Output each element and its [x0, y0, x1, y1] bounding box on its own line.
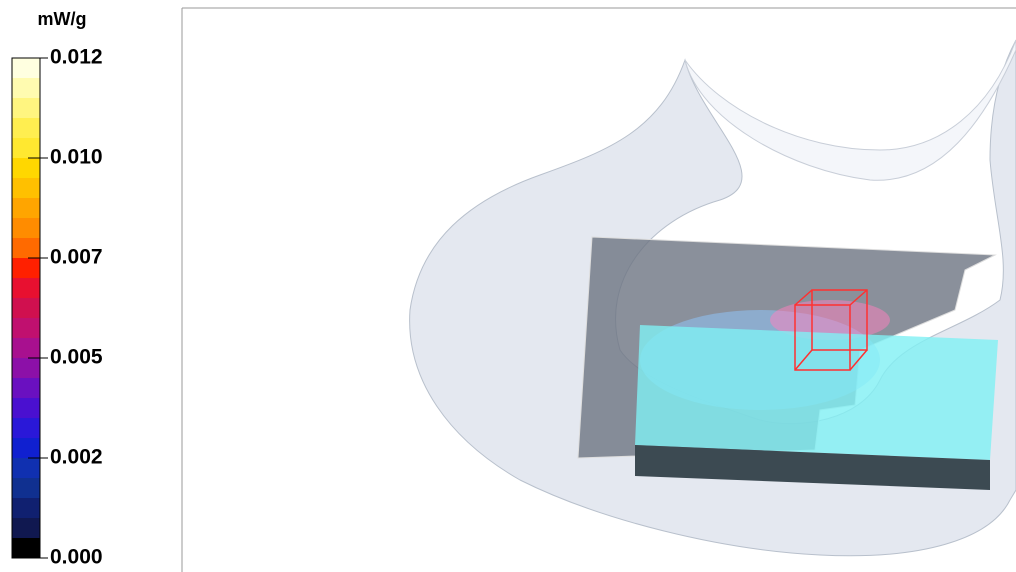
color-band	[12, 198, 40, 219]
color-band	[12, 278, 40, 299]
color-band	[12, 58, 40, 79]
color-band	[12, 138, 40, 159]
scale-label: 0.012	[50, 46, 103, 69]
color-band	[12, 118, 40, 139]
color-band	[12, 478, 40, 499]
color-band	[12, 238, 40, 259]
device-side	[635, 445, 990, 490]
scale-label: 0.010	[50, 146, 103, 169]
scale-label: 0.007	[50, 246, 103, 269]
device-top	[635, 325, 998, 460]
color-band	[12, 338, 40, 359]
render-view	[181, 7, 1016, 572]
color-band	[12, 378, 40, 399]
color-band	[12, 498, 40, 519]
zoom-cube	[794, 289, 868, 371]
scale-label: 0.005	[50, 346, 103, 369]
color-band	[12, 218, 40, 239]
color-band	[12, 98, 40, 119]
color-band	[12, 158, 40, 179]
unit-label: mW/g	[38, 9, 87, 29]
color-band	[12, 78, 40, 99]
color-band	[12, 318, 40, 339]
scale-label: 0.000	[50, 546, 103, 569]
color-band	[12, 178, 40, 199]
color-band	[12, 538, 40, 559]
color-band	[12, 358, 40, 379]
color-band	[12, 258, 40, 279]
color-band	[12, 518, 40, 539]
field-peak	[770, 300, 890, 340]
color-scale-frame	[11, 57, 41, 559]
color-band	[12, 438, 40, 459]
color-band	[12, 418, 40, 439]
color-band	[12, 298, 40, 319]
color-band	[12, 458, 40, 479]
color-scale	[11, 57, 41, 559]
phantom-rim	[684, 39, 1016, 181]
color-band	[12, 398, 40, 419]
scale-label: 0.002	[50, 446, 103, 469]
scale-labels: 0.012 0.010 0.007 0.005 0.002 0.000	[28, 46, 103, 569]
